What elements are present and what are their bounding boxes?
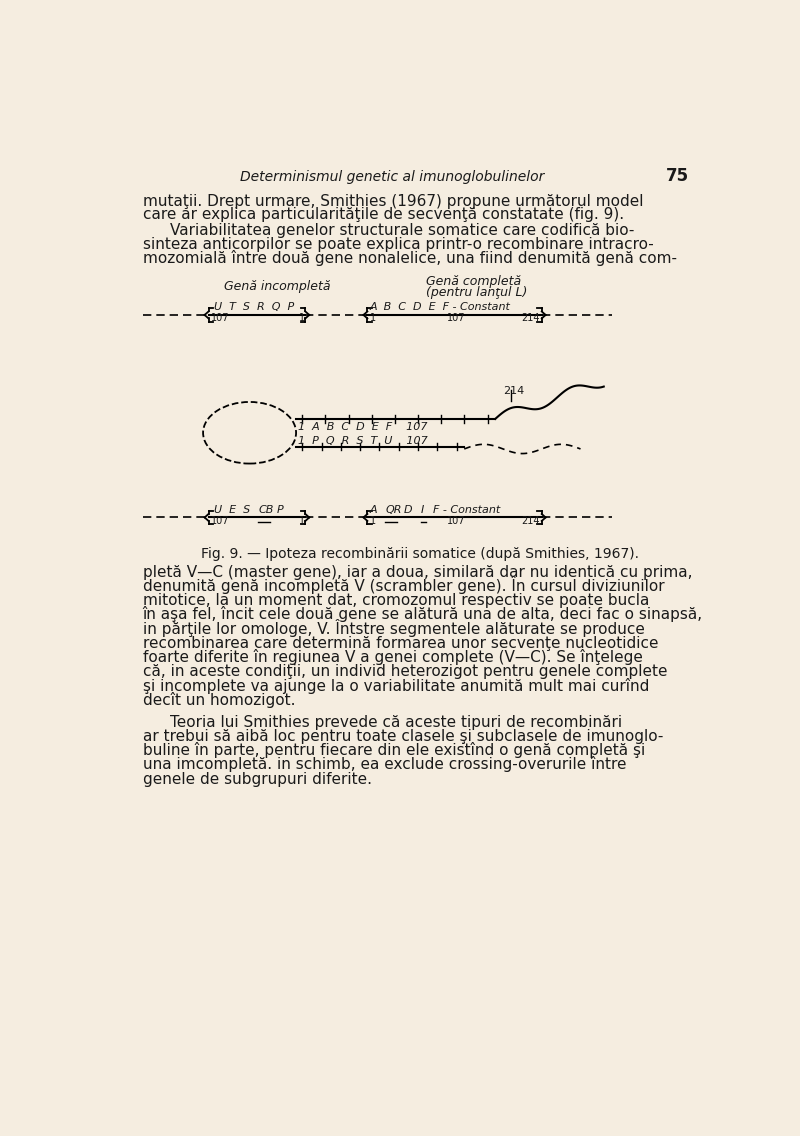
Text: 1  P  Q  R  S  T  U    107: 1 P Q R S T U 107: [298, 436, 428, 446]
Text: în aşa fel, încit cele două gene se alătură una de alta, deci fac o sinapsă,: în aşa fel, încit cele două gene se alăt…: [142, 607, 702, 623]
Text: una imcompletă. in schimb, ea exclude crossing-overurile între: una imcompletă. in schimb, ea exclude cr…: [142, 757, 626, 772]
Text: foarte diferite în regiunea V a genei complete (V—C). Se înţelege: foarte diferite în regiunea V a genei co…: [142, 650, 642, 666]
Text: U  E  S: U E S: [214, 504, 257, 515]
Text: Teoria lui Smithies prevede că aceste tipuri de recombinări: Teoria lui Smithies prevede că aceste ti…: [170, 715, 622, 730]
Text: denumită genă incompletă V (scrambler gene). În cursul diviziunilor: denumită genă incompletă V (scrambler ge…: [142, 576, 664, 594]
Text: CB: CB: [258, 504, 274, 515]
Text: Fig. 9. — Ipoteza recombinării somatice (după Smithies, 1967).: Fig. 9. — Ipoteza recombinării somatice …: [201, 548, 638, 561]
Text: sinteza anticorpilor se poate explica printr-o recombinare intracro-: sinteza anticorpilor se poate explica pr…: [142, 236, 654, 252]
Text: (pentru lanţul L): (pentru lanţul L): [426, 286, 527, 299]
Text: 107: 107: [211, 516, 230, 526]
Text: 1: 1: [370, 516, 376, 526]
Text: 1: 1: [370, 314, 376, 323]
Text: mozomială între două gene nonalelice, una fiind denumită genă com-: mozomială între două gene nonalelice, un…: [142, 250, 677, 266]
Text: Genă completă: Genă completă: [426, 275, 521, 287]
Text: P: P: [270, 504, 283, 515]
Text: 214: 214: [521, 314, 539, 323]
Text: 107: 107: [447, 516, 466, 526]
Text: recombinarea care determină formarea unor secvenţe nucleotidice: recombinarea care determină formarea uno…: [142, 636, 658, 651]
Text: 1  A  B  C  D  E  F    107: 1 A B C D E F 107: [298, 423, 428, 433]
Text: mutaţii. Drept urmare, Smithies (1967) propune următorul model: mutaţii. Drept urmare, Smithies (1967) p…: [142, 193, 643, 209]
Text: Variabilitatea genelor structurale somatice care codifică bio-: Variabilitatea genelor structurale somat…: [170, 223, 634, 237]
Text: ar trebui să aibă loc pentru toate clasele şi subclasele de imunoglo-: ar trebui să aibă loc pentru toate clase…: [142, 729, 663, 744]
Text: 107: 107: [447, 314, 466, 323]
Text: in părţile lor omologe, V. Întstre segmentele alăturate se produce: in părţile lor omologe, V. Întstre segme…: [142, 619, 645, 637]
Text: şi incomplete va ajunge la o variabilitate anumită mult mai curînd: şi incomplete va ajunge la o variabilita…: [142, 678, 649, 694]
Text: 1: 1: [299, 516, 306, 526]
Text: F - Constant: F - Constant: [426, 504, 501, 515]
Text: 214: 214: [503, 386, 524, 396]
Text: mitotice, la un moment dat, cromozomul respectiv se poate bucla: mitotice, la un moment dat, cromozomul r…: [142, 593, 649, 608]
Text: decît un homozigot.: decît un homozigot.: [142, 692, 295, 708]
Text: 1: 1: [299, 314, 306, 323]
Text: 214: 214: [521, 516, 539, 526]
Text: care ar explica particularităţile de secvenţă constatate (fig. 9).: care ar explica particularităţile de sec…: [142, 208, 624, 223]
Text: D: D: [397, 504, 419, 515]
Text: Determinismul genetic al imunoglobulinelor: Determinismul genetic al imunoglobulinel…: [239, 170, 544, 184]
Text: QR: QR: [386, 504, 402, 515]
Text: A: A: [370, 504, 384, 515]
Text: genele de subgrupuri diferite.: genele de subgrupuri diferite.: [142, 771, 372, 786]
Text: 107: 107: [211, 314, 230, 323]
Text: Genă incompletă: Genă incompletă: [224, 281, 330, 293]
Text: I: I: [421, 504, 424, 515]
Text: A  B  C  D  E  F - Constant: A B C D E F - Constant: [370, 302, 510, 312]
Text: U  T  S  R  Q  P: U T S R Q P: [214, 302, 294, 312]
Text: pletă V—C (master gene), iar a doua, similară dar nu identică cu prima,: pletă V—C (master gene), iar a doua, sim…: [142, 565, 692, 579]
Text: buline în parte, pentru fiecare din ele existînd o genă completă şi: buline în parte, pentru fiecare din ele …: [142, 742, 645, 758]
Text: 75: 75: [666, 167, 689, 185]
Text: că, in aceste condiţii, un individ heterozigot pentru genele complete: că, in aceste condiţii, un individ heter…: [142, 665, 667, 679]
